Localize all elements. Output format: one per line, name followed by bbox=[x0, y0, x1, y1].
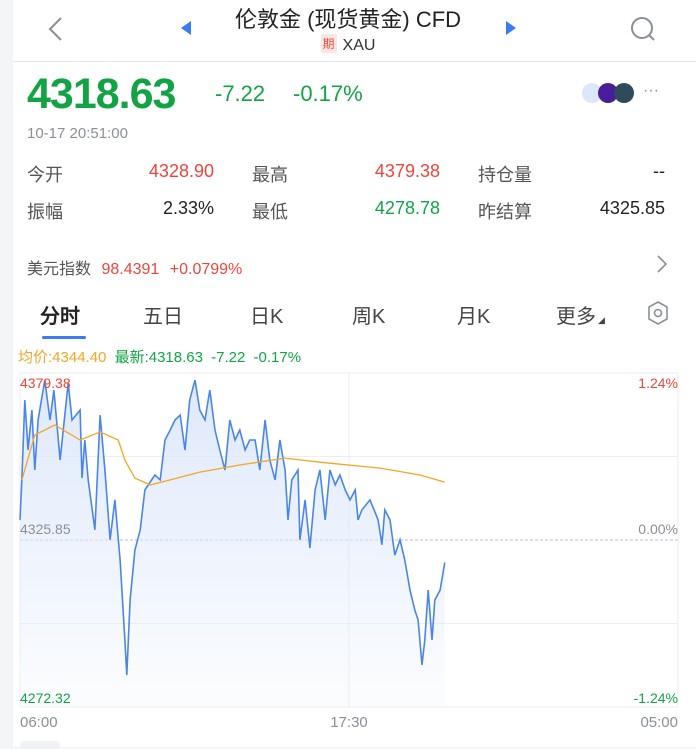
stat-value: -- bbox=[653, 161, 665, 181]
tab-five-day[interactable]: 五日 bbox=[143, 306, 183, 328]
triangle-right-icon[interactable] bbox=[505, 20, 517, 36]
bottom-handle bbox=[20, 741, 60, 749]
tab-daily-k[interactable]: 日K bbox=[250, 306, 284, 328]
y-pct-mid: 0.00% bbox=[638, 521, 678, 537]
y-pct-bottom: -1.24% bbox=[634, 690, 678, 706]
usd-index-row[interactable]: 美元指数 98.4391 +0.0799% bbox=[27, 255, 242, 279]
symbol-code: XAU bbox=[342, 37, 376, 54]
stat-label: 今开 bbox=[27, 165, 63, 185]
price-line bbox=[19, 379, 446, 675]
page-title: 伦敦金 (现货黄金) CFD bbox=[234, 7, 462, 32]
tab-more-label: 更多 bbox=[556, 306, 596, 328]
stat-label: 昨结算 bbox=[478, 202, 532, 222]
tab-more[interactable]: 更多 ◢ bbox=[556, 300, 605, 329]
last-price: 4318.63 bbox=[27, 70, 176, 118]
symbol-subtitle: 期 XAU bbox=[0, 34, 696, 55]
tab-monthly-k[interactable]: 月K bbox=[457, 306, 491, 328]
settings-icon[interactable] bbox=[646, 300, 670, 326]
stat-label: 振幅 bbox=[27, 202, 63, 222]
avatar bbox=[598, 83, 618, 103]
futures-badge: 期 bbox=[320, 34, 337, 53]
price-area bbox=[20, 380, 445, 707]
stat-label: 最高 bbox=[252, 165, 288, 185]
usd-index-value: 98.4391 bbox=[101, 261, 160, 278]
legend-change-pct: -0.17% bbox=[253, 349, 302, 366]
search-icon[interactable] bbox=[629, 15, 657, 43]
avatar bbox=[614, 83, 634, 103]
stat-label: 最低 bbox=[252, 202, 288, 222]
x-tick-mid: 17:30 bbox=[330, 714, 368, 731]
stat-value: 4325.85 bbox=[599, 198, 665, 218]
price-change: -7.22 bbox=[215, 81, 266, 106]
header-divider bbox=[13, 61, 696, 62]
triangle-left-icon[interactable] bbox=[180, 20, 192, 36]
stat-value: 4379.38 bbox=[374, 161, 440, 181]
stat-value: 2.33% bbox=[162, 198, 214, 218]
stat-value: 4278.78 bbox=[374, 198, 440, 218]
legend-latest: 最新:4318.63 bbox=[114, 349, 203, 366]
y-label-mid: 4325.85 bbox=[20, 521, 71, 537]
legend-change: -7.22 bbox=[211, 349, 246, 366]
more-icon[interactable]: ··· bbox=[643, 82, 659, 99]
y-label-top: 4379.38 bbox=[20, 375, 71, 391]
x-tick-start: 06:00 bbox=[20, 714, 58, 731]
chevron-left-icon[interactable] bbox=[46, 16, 66, 42]
usd-index-change: +0.0799% bbox=[169, 261, 243, 278]
tab-intraday[interactable]: 分时 bbox=[40, 306, 80, 328]
tab-weekly-k[interactable]: 周K bbox=[352, 306, 386, 328]
stat-value: 4328.90 bbox=[148, 161, 214, 181]
legend-average: 均价:4344.40 bbox=[18, 349, 107, 366]
average-line bbox=[21, 424, 445, 486]
chevron-right-icon[interactable] bbox=[655, 254, 669, 274]
price-change-pct: -0.17% bbox=[293, 81, 363, 106]
y-pct-top: 1.24% bbox=[638, 375, 678, 391]
y-label-bottom: 4272.32 bbox=[20, 690, 71, 706]
weibo-icon bbox=[582, 83, 602, 103]
x-tick-end: 05:00 bbox=[640, 714, 678, 731]
stat-label: 持仓量 bbox=[478, 165, 532, 185]
usd-index-label: 美元指数 bbox=[27, 261, 92, 278]
active-tab-indicator bbox=[42, 336, 86, 339]
dropdown-triangle-icon: ◢ bbox=[598, 315, 605, 325]
social-avatars[interactable] bbox=[582, 83, 638, 105]
chart-legend: 均价:4344.40 最新:4318.63 -7.22 -0.17% bbox=[18, 346, 301, 367]
quote-timestamp: 10-17 20:51:00 bbox=[27, 125, 128, 142]
